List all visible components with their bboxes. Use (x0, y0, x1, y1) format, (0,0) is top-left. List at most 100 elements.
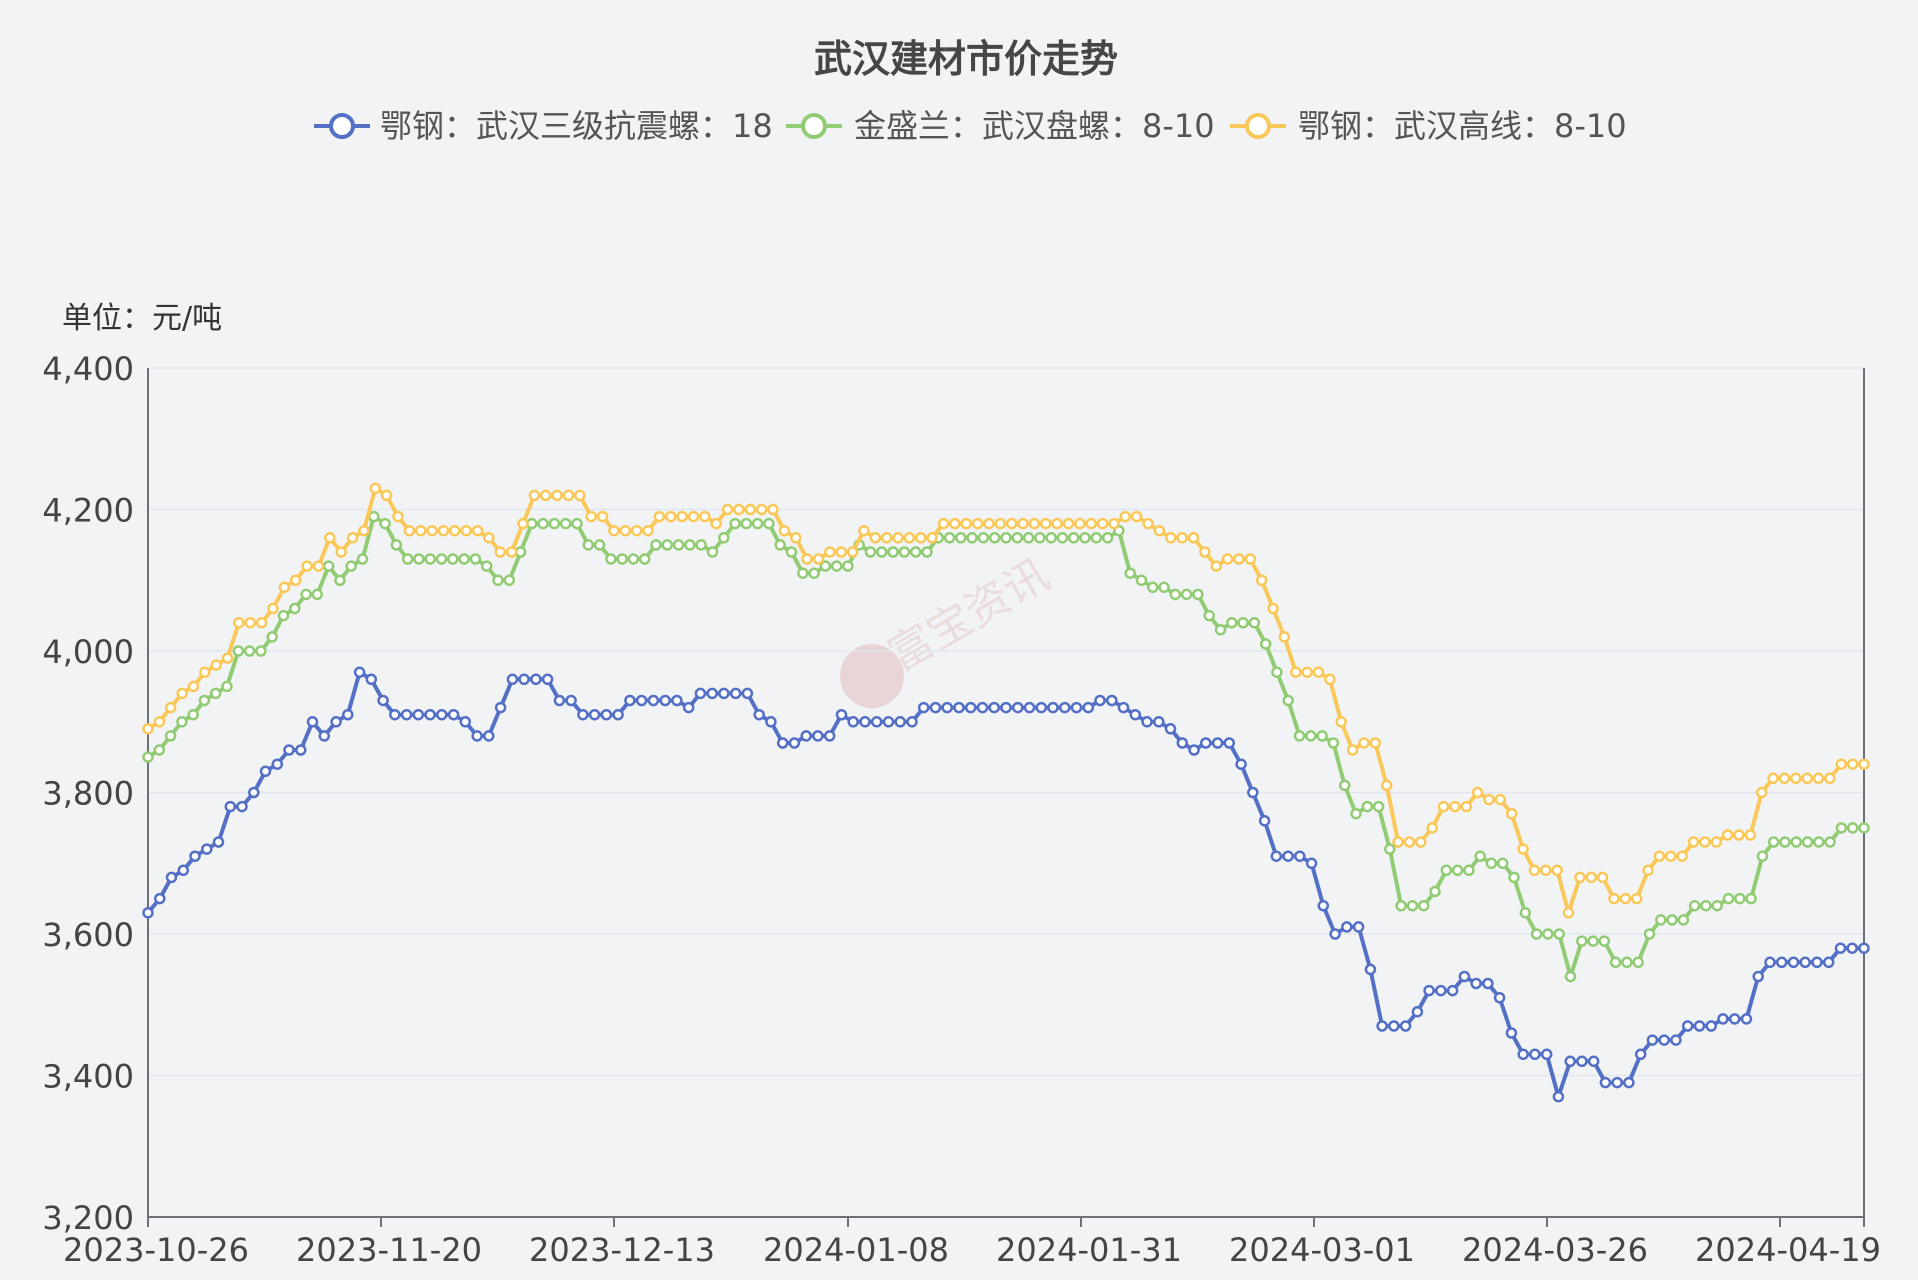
data-point (537, 517, 549, 530)
data-point (672, 539, 685, 551)
data-point (1756, 850, 1769, 862)
data-point (379, 517, 391, 530)
data-point (1226, 616, 1238, 629)
data-point (596, 510, 609, 523)
data-point (753, 708, 765, 721)
data-point (505, 546, 518, 558)
data-point (582, 539, 595, 551)
data-point (1858, 942, 1870, 954)
data-point (1135, 574, 1148, 587)
data-point (1358, 737, 1370, 749)
data-point (1666, 914, 1678, 926)
data-point (1235, 758, 1247, 770)
data-point (1744, 829, 1757, 841)
legend-item-series-1[interactable]: 鄂钢：武汉三级抗震螺：18 (314, 107, 773, 145)
data-point (1764, 956, 1776, 969)
data-point (1117, 701, 1130, 714)
data-point (1585, 871, 1598, 884)
data-point (480, 560, 493, 572)
data-point (1417, 899, 1430, 912)
data-point (541, 673, 554, 686)
data-point (1505, 807, 1518, 820)
data-point (565, 694, 577, 707)
grid-lines (148, 367, 1864, 1077)
data-point (1158, 581, 1170, 594)
data-point (1101, 532, 1114, 544)
data-point (1059, 701, 1071, 714)
data-point (953, 701, 965, 714)
data-point (1623, 1076, 1635, 1089)
data-point (548, 517, 561, 530)
data-point (1745, 892, 1757, 905)
y-axis-unit-label: 单位：元/吨 (62, 301, 222, 336)
legend-item-series-3[interactable]: 鄂钢：武汉高线：8-10 (1230, 107, 1627, 145)
data-point (1415, 836, 1427, 848)
data-point (1403, 836, 1416, 848)
data-point (368, 510, 380, 523)
data-point (1552, 1090, 1565, 1103)
data-point (1799, 956, 1811, 969)
data-point (653, 510, 666, 523)
data-point (311, 588, 324, 601)
data-point (401, 553, 414, 565)
data-point (389, 708, 401, 721)
data-point (1643, 928, 1656, 940)
legend-label: 金盛兰：武汉盘螺：8-10 (854, 107, 1215, 145)
data-point (937, 517, 950, 530)
legend-item-series-2[interactable]: 金盛兰：武汉盘螺：8-10 (786, 107, 1215, 145)
data-point (740, 517, 753, 530)
series-lines (142, 482, 1870, 1103)
data-point (1471, 786, 1484, 799)
data-point (199, 666, 211, 678)
data-point (574, 489, 586, 502)
data-point (267, 602, 279, 615)
data-point (1858, 758, 1870, 770)
data-point (400, 708, 413, 721)
data-point (1051, 517, 1063, 530)
data-point (1775, 956, 1788, 969)
data-point (1740, 1013, 1753, 1025)
data-point (971, 517, 984, 530)
data-point (559, 517, 572, 530)
data-point (322, 560, 335, 572)
data-point (259, 765, 272, 778)
data-point (449, 524, 461, 537)
data-point (277, 609, 290, 622)
data-point (1129, 708, 1142, 721)
data-point (1699, 836, 1711, 848)
data-point (335, 546, 347, 558)
data-point (921, 546, 933, 558)
y-tick-label: 4,400 (42, 350, 134, 388)
data-point (1282, 694, 1294, 707)
data-point (718, 532, 730, 544)
data-point (380, 489, 393, 502)
data-point (187, 708, 199, 721)
data-point (1655, 914, 1667, 926)
data-point (976, 701, 989, 714)
data-point (1505, 1027, 1518, 1039)
data-point (189, 850, 201, 862)
data-point (1834, 942, 1847, 954)
data-point (1846, 942, 1858, 954)
data-point (539, 489, 552, 502)
data-point (236, 800, 248, 813)
data-point (1519, 907, 1532, 919)
data-point (906, 716, 918, 728)
data-point (471, 524, 484, 537)
data-point (1574, 871, 1586, 884)
data-point (1062, 517, 1075, 530)
data-point (142, 751, 154, 763)
data-point (929, 701, 942, 714)
data-point (1096, 517, 1109, 530)
data-point (800, 730, 812, 742)
y-tick-label: 3,400 (42, 1058, 134, 1096)
data-point (1301, 666, 1313, 678)
data-point (1778, 772, 1791, 785)
data-point (1070, 701, 1083, 714)
data-point (926, 532, 938, 544)
data-point (588, 708, 601, 721)
data-point (1324, 673, 1336, 686)
data-point (201, 843, 213, 855)
data-point (1474, 850, 1486, 862)
data-point (530, 673, 542, 686)
